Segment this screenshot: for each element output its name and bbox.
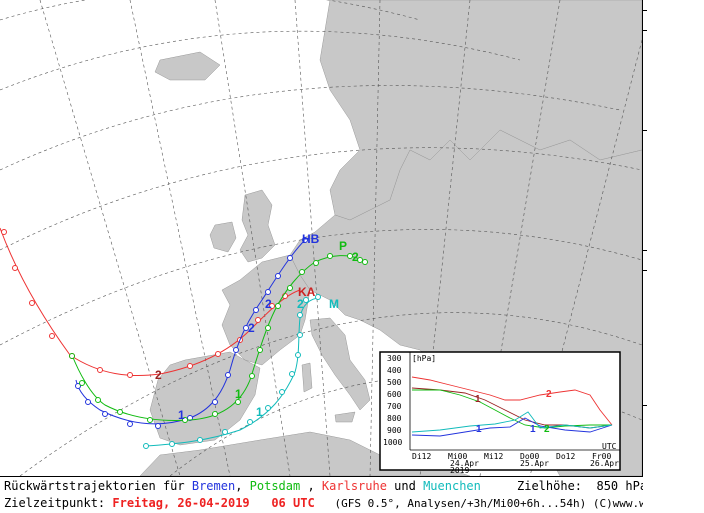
footer-muenchen: Muenchen <box>423 479 481 493</box>
inset-xtick-do00: Do00 <box>520 452 539 461</box>
inset-number-red: 2 <box>546 389 552 400</box>
inset-ytick-900: 900 <box>387 426 402 435</box>
footer-time-row: Zielzeitpunkt: Freitag, 26-04-2019 06 UT… <box>4 495 704 512</box>
inset-date-25apr: 25.Apr <box>520 459 549 468</box>
margin-tick <box>643 30 647 31</box>
label-muenchen-2: 2 <box>297 297 304 311</box>
inset-ytick-800: 800 <box>387 414 402 423</box>
footer-sep2: , <box>300 479 322 493</box>
inset-xtick-mi00: Mi00 <box>448 452 467 461</box>
inset-ytick-500: 500 <box>387 378 402 387</box>
inset-ytick-700: 700 <box>387 402 402 411</box>
label-bremen: HB <box>302 232 320 246</box>
inset-number-blue1: 1 <box>476 424 482 435</box>
label-bremen-2b: 2 <box>265 297 272 311</box>
inset-xtick-mi12: Mi12 <box>484 452 503 461</box>
bremen-trajectory <box>75 237 308 429</box>
footer-zielhoehe: Zielhöhe: 850 hPa <box>480 479 648 493</box>
footer-bremen: Bremen <box>191 479 236 493</box>
inset-date-24apr: 24.Apr <box>450 459 479 468</box>
inset-date-26apr: 26.Apr <box>590 459 619 468</box>
footer-zielzeit-value: Freitag, 26-04-2019 06 UTC <box>112 496 315 510</box>
inset-number-darkred: 1 <box>475 394 481 405</box>
inset-utc: UTC <box>602 442 617 451</box>
inset-year: 2019 <box>450 466 469 475</box>
inset-xtick-fr00: Fr00 <box>592 452 611 461</box>
footer-zielzeit-label: Zielzeitpunkt: <box>4 496 113 510</box>
margin-tick <box>643 270 647 271</box>
inset-ytick-600: 600 <box>387 390 402 399</box>
inset-xtick-do12: Do12 <box>556 452 575 461</box>
label-muenchen: M <box>329 297 339 311</box>
label-potsdam-2: 2 <box>352 250 359 264</box>
footer-sep1: , <box>235 479 250 493</box>
inset-number-green: 2 <box>544 424 550 435</box>
inset-ytick-300: 300 <box>387 354 402 363</box>
inset-unit: [hPa] <box>412 354 436 363</box>
trajectory-map: HB P KA M 2 2 2 2 2 1 1 1 300 400 <box>0 0 643 477</box>
inset-ytick-400: 400 <box>387 366 402 375</box>
label-potsdam: P <box>339 239 347 253</box>
footer-und: und <box>386 479 424 493</box>
potsdam-trajectory <box>69 253 368 423</box>
label-karlsruhe-2: 2 <box>155 368 162 382</box>
footer-title-prefix: Rückwärtstrajektorien für <box>4 479 192 493</box>
pressure-inset: 300 400 500 600 700 800 900 1000 [hPa] D… <box>379 351 621 475</box>
footer-karlsruhe: Karlsruhe <box>321 479 387 493</box>
karlsruhe-trajectory <box>0 227 301 378</box>
right-margin <box>643 0 704 513</box>
label-muenchen-1: 1 <box>256 405 263 419</box>
margin-tick <box>643 250 647 251</box>
inset-xtick-di12: Di12 <box>412 452 431 461</box>
map-footer: Rückwärtstrajektorien für Bremen, Potsda… <box>0 476 704 513</box>
label-bremen-1: 1 <box>178 408 185 422</box>
label-bremen-2: 2 <box>248 321 255 335</box>
margin-tick <box>643 130 647 131</box>
muenchen-trajectory <box>143 294 321 449</box>
label-potsdam-1: 1 <box>235 387 242 401</box>
margin-tick <box>643 405 647 406</box>
footer-title-row: Rückwärtstrajektorien für Bremen, Potsda… <box>4 478 647 494</box>
inset-ytick-1000: 1000 <box>383 438 402 447</box>
footer-potsdam: Potsdam <box>249 479 301 493</box>
inset-number-blue2: 1 <box>530 424 536 435</box>
map-canvas: HB P KA M 2 2 2 2 2 1 1 1 300 400 <box>0 0 642 476</box>
margin-tick <box>643 10 647 11</box>
label-karlsruhe: KA <box>298 285 316 299</box>
